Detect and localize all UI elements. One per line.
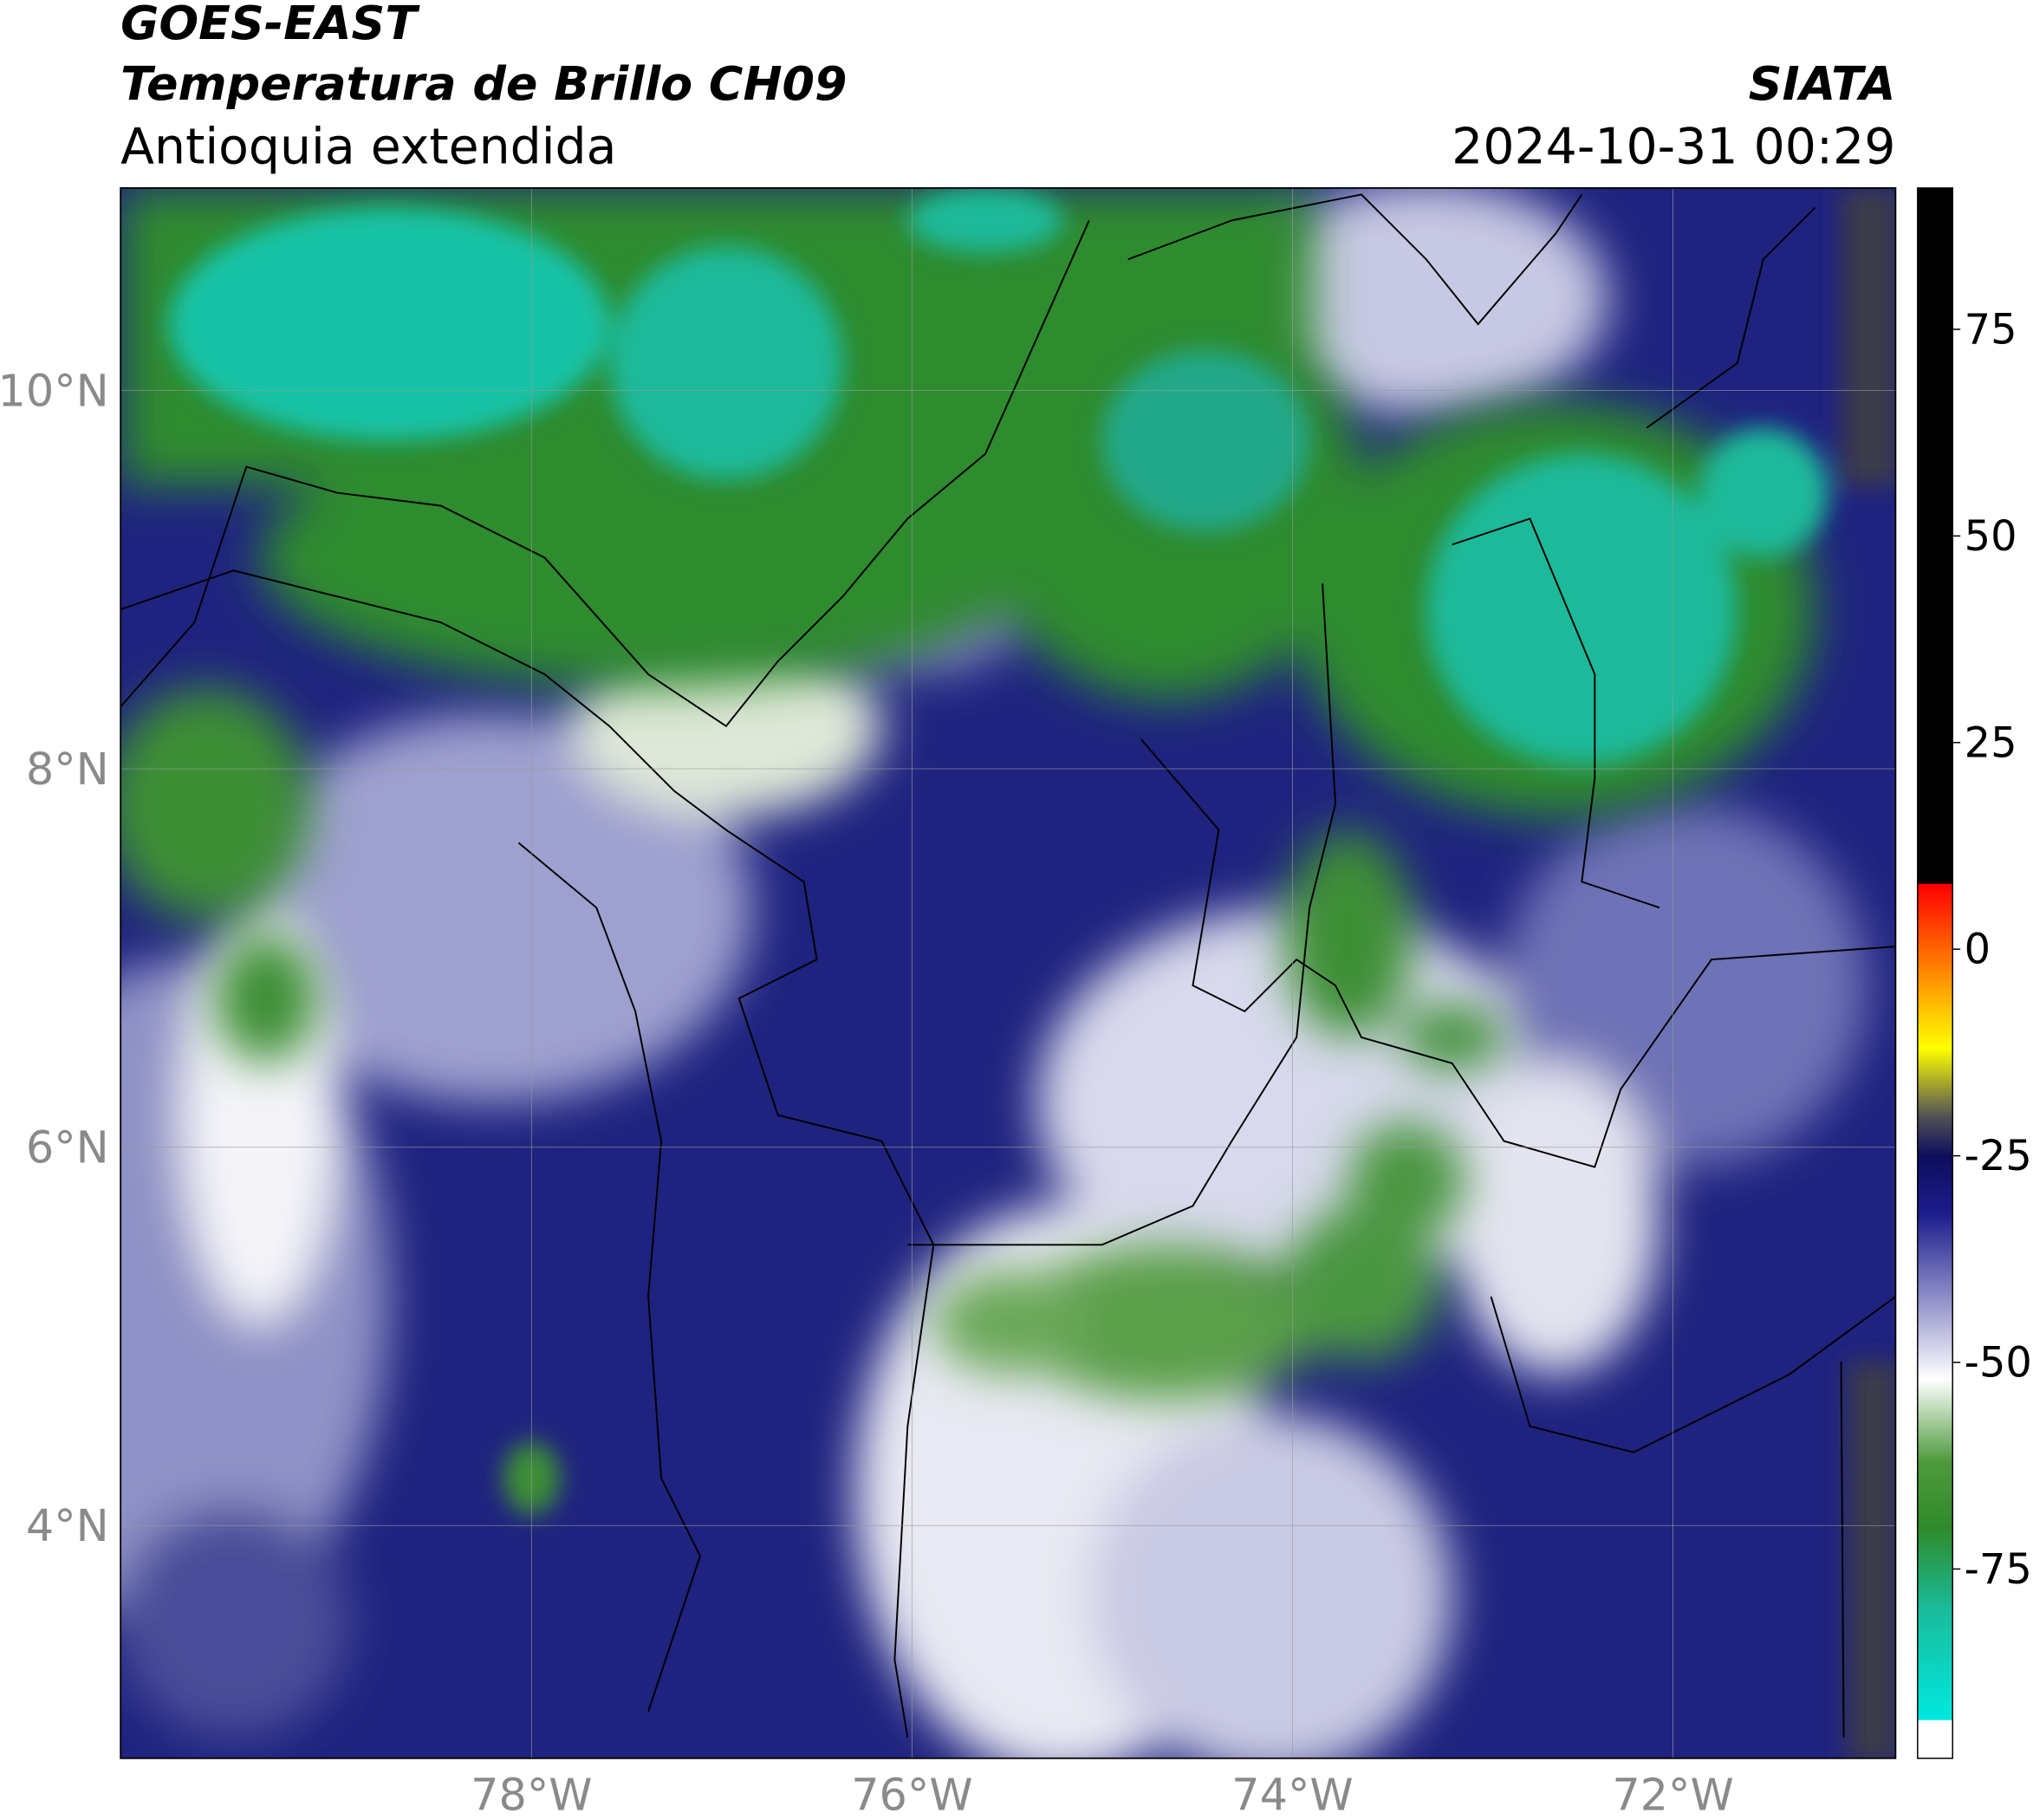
map-frame (120, 187, 1897, 1759)
colorbar-tick-label: 50 (1965, 513, 2017, 561)
y-tick-label: 6°N (26, 1122, 109, 1173)
colorbar-frame (1917, 187, 1953, 1759)
y-tick-label: 10°N (0, 365, 109, 416)
timestamp: 2024-10-31 00:29 (1452, 119, 1895, 176)
title-line2: Temperatura de Brillo CH09 (120, 56, 847, 111)
colorbar-segment (1917, 1719, 1953, 1759)
grid (120, 187, 1896, 1758)
colorbar-segment (1917, 1213, 1953, 1297)
x-tick-label: 78°W (471, 1770, 592, 1820)
colorbar-segment (1917, 1155, 1953, 1214)
x-tick-label: 76°W (851, 1770, 972, 1820)
colorbar: -75 -50 -25 0 25 50 75 (1917, 187, 2032, 1759)
colorbar-segment (1917, 1610, 1953, 1720)
x-tick-label: 74°W (1231, 1770, 1353, 1820)
colorbar-segment (1917, 1048, 1953, 1115)
colorbar-segment (1917, 1527, 1953, 1611)
boundaries (120, 193, 1896, 1739)
colorbar-segment (1917, 982, 1953, 1050)
subtitle: Antioquia extendida (120, 119, 616, 176)
x-tick-label: 72°W (1612, 1770, 1733, 1820)
colorbar-segment (1917, 1296, 1953, 1380)
colorbar-tick-label: -75 (1965, 1546, 2032, 1594)
colorbar-tick-label: 0 (1965, 926, 1991, 974)
colorbar-segment (1917, 1114, 1953, 1157)
colorbar-segment (1917, 883, 1953, 983)
colorbar-tick-label: 25 (1965, 719, 2017, 767)
colorbar-tick-label: -25 (1965, 1133, 2032, 1180)
agency: SIATA (1749, 56, 1896, 111)
colorbar-segment (1917, 1379, 1953, 1462)
colorbar-segment (1917, 187, 1953, 884)
satellite-image (120, 187, 1896, 1758)
title-line1: GOES-EAST (120, 0, 420, 50)
colorbar-tick-label: 75 (1965, 306, 2017, 354)
colorbar-tick-label: -50 (1965, 1339, 2032, 1387)
colorbar-segment (1917, 1719, 1953, 1721)
colorbar-segment (1917, 882, 1953, 885)
y-tick-label: 4°N (26, 1500, 109, 1551)
y-tick-label: 8°N (26, 744, 109, 795)
colorbar-segment (1917, 1461, 1953, 1529)
